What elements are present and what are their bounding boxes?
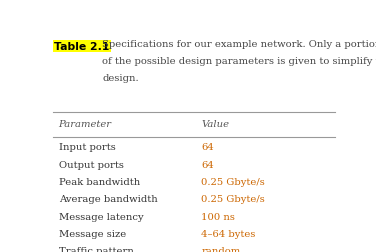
Text: Output ports: Output ports	[59, 160, 124, 169]
Text: 64: 64	[202, 160, 214, 169]
Text: Specifications for our example network. Only a portion: Specifications for our example network. …	[102, 39, 376, 48]
Text: 0.25 Gbyte/s: 0.25 Gbyte/s	[202, 195, 265, 204]
Text: Message latency: Message latency	[59, 212, 143, 221]
Text: Input ports: Input ports	[59, 143, 115, 152]
Text: 64: 64	[202, 143, 214, 152]
Text: Average bandwidth: Average bandwidth	[59, 195, 158, 204]
Text: 100 ns: 100 ns	[202, 212, 235, 221]
Text: Table 2.1: Table 2.1	[54, 42, 109, 52]
Text: Peak bandwidth: Peak bandwidth	[59, 177, 140, 186]
Text: Traffic pattern: Traffic pattern	[59, 246, 133, 252]
Text: Message size: Message size	[59, 229, 126, 238]
Text: Parameter: Parameter	[59, 119, 112, 129]
Text: Value: Value	[202, 119, 229, 129]
Text: random: random	[202, 246, 241, 252]
Text: 4–64 bytes: 4–64 bytes	[202, 229, 256, 238]
Text: design.: design.	[102, 74, 139, 82]
Text: of the possible design parameters is given to simplify the: of the possible design parameters is giv…	[102, 56, 376, 66]
Text: 0.25 Gbyte/s: 0.25 Gbyte/s	[202, 177, 265, 186]
